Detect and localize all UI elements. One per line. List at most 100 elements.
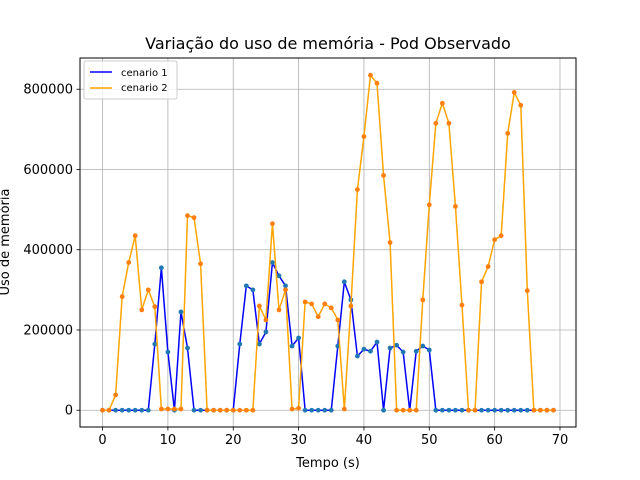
data-point — [172, 406, 177, 412]
x-tick-label: 10 — [160, 433, 177, 448]
data-point — [413, 348, 419, 354]
data-point — [113, 392, 119, 398]
data-point — [400, 349, 406, 355]
data-point — [368, 348, 373, 354]
series-layer — [100, 72, 556, 413]
series-line-2 — [102, 74, 554, 411]
data-point — [492, 237, 498, 243]
data-point — [485, 264, 491, 269]
data-point — [185, 345, 190, 351]
data-point — [145, 287, 151, 293]
data-point — [531, 407, 537, 413]
data-point — [485, 407, 491, 413]
data-point — [289, 343, 295, 349]
legend: cenario 1 cenario 2 — [83, 60, 178, 100]
data-point — [230, 407, 236, 413]
data-point — [119, 294, 125, 300]
data-point — [132, 233, 138, 239]
data-point — [368, 72, 373, 78]
data-point — [309, 301, 315, 307]
data-point — [315, 314, 321, 320]
data-point — [374, 339, 380, 345]
data-point — [472, 407, 478, 413]
data-point — [420, 297, 426, 303]
data-point — [459, 407, 465, 413]
data-point — [361, 346, 367, 352]
data-point — [446, 120, 452, 126]
data-point — [479, 407, 484, 413]
data-point — [355, 187, 360, 192]
data-point — [296, 405, 301, 411]
data-point — [191, 215, 197, 221]
data-point — [381, 407, 386, 413]
data-point — [524, 407, 530, 413]
data-point — [211, 407, 217, 413]
data-point — [518, 102, 524, 108]
tick-layer: 0 10 20 30 40 50 60 70 0 200000 400000 600000 800000 — [23, 83, 568, 448]
data-point — [433, 407, 439, 413]
data-point — [315, 407, 321, 413]
data-point — [407, 407, 413, 413]
data-point — [237, 341, 243, 347]
y-axis-label: Uso de memória — [0, 189, 13, 296]
series-line-1 — [102, 261, 554, 411]
data-point — [322, 407, 328, 413]
y-tick-label: 400000 — [23, 243, 73, 258]
data-point — [139, 407, 145, 413]
data-point — [453, 407, 458, 413]
data-point — [126, 407, 132, 413]
data-point — [498, 407, 504, 413]
series-2 — [100, 72, 556, 413]
data-point — [446, 407, 452, 413]
data-point — [309, 407, 315, 413]
data-point — [191, 407, 197, 413]
data-point — [237, 407, 243, 413]
data-point — [139, 307, 145, 313]
data-point — [302, 299, 308, 305]
data-point — [413, 407, 419, 413]
x-axis-label: Tempo (s) — [295, 456, 360, 471]
data-point — [361, 134, 367, 139]
data-point — [119, 407, 125, 413]
data-point — [276, 273, 282, 279]
data-point — [263, 329, 269, 335]
data-point — [165, 406, 171, 412]
data-point — [256, 303, 262, 309]
chart-title: Variação do uso de memória - Pod Observa… — [145, 34, 511, 53]
data-point — [394, 407, 400, 413]
data-point — [544, 407, 550, 413]
data-point — [296, 335, 301, 341]
data-point — [224, 407, 230, 413]
data-point — [348, 303, 354, 309]
data-point — [250, 287, 256, 293]
data-point — [387, 240, 393, 245]
data-point — [341, 406, 347, 412]
data-point — [426, 347, 432, 353]
data-point — [387, 345, 393, 351]
data-point — [400, 407, 406, 413]
data-point — [551, 407, 556, 413]
data-point — [322, 301, 328, 307]
data-point — [106, 407, 112, 413]
data-point — [524, 288, 530, 294]
data-point — [263, 317, 269, 323]
data-point — [126, 260, 132, 265]
y-tick-label: 800000 — [23, 83, 73, 98]
data-point — [466, 407, 471, 413]
data-point — [100, 407, 105, 413]
x-tick-label: 20 — [225, 433, 242, 448]
data-point — [270, 260, 275, 265]
data-point — [492, 407, 498, 413]
data-point — [505, 407, 511, 413]
y-tick-label: 600000 — [23, 163, 73, 178]
x-tick-label: 40 — [356, 433, 373, 448]
data-point — [518, 407, 524, 413]
data-point — [426, 202, 432, 208]
data-point — [243, 407, 249, 413]
data-point — [217, 407, 223, 413]
data-point — [243, 283, 249, 289]
data-point — [381, 173, 386, 178]
data-point — [204, 407, 210, 413]
legend-box — [83, 60, 178, 100]
data-point — [283, 287, 288, 293]
